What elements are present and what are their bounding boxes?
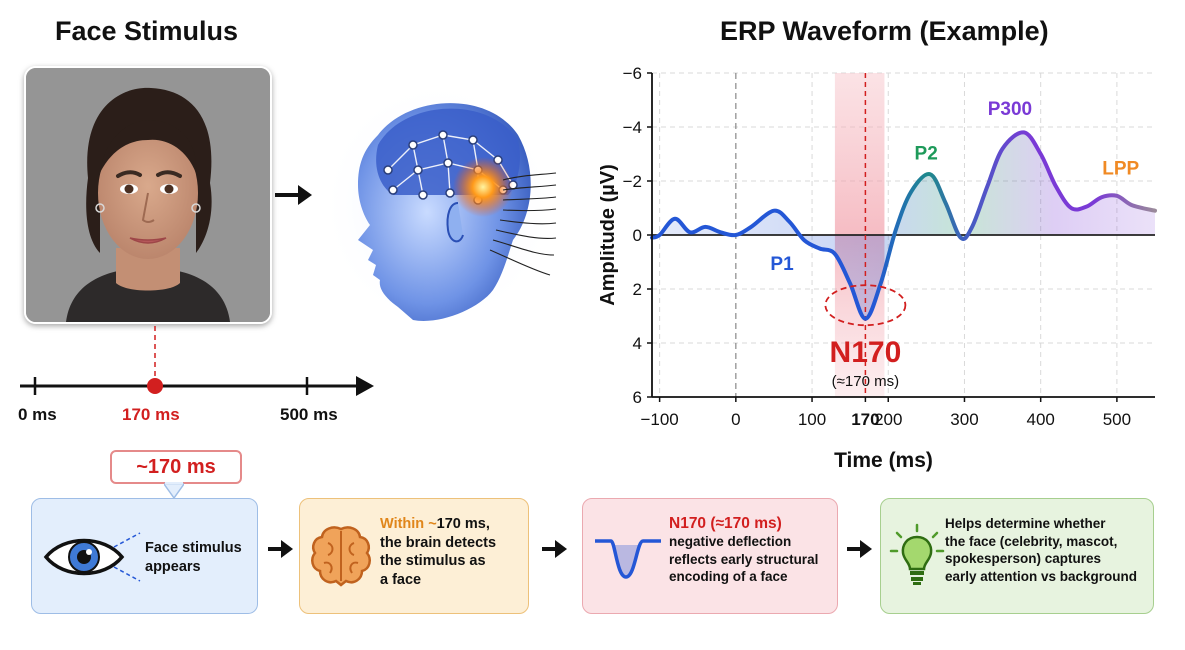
waveform-fill: [652, 132, 1155, 319]
x-tick-label: 0: [731, 410, 740, 429]
step3-heading: N170: [669, 515, 707, 532]
component-sublabel-n170: (≈170 ms): [832, 373, 899, 390]
step4-line2: the face (celebrity, mascot,: [945, 533, 1118, 549]
step3-line2: reflects early structural: [669, 551, 819, 567]
flow-arrow-1-icon: [266, 536, 294, 568]
y-tick-label: 6: [633, 388, 642, 407]
step2-w: W: [380, 516, 394, 532]
component-label-lpp: LPP: [1102, 158, 1139, 179]
step1-line1: Face stimulus: [145, 540, 242, 556]
y-tick-label: −2: [623, 172, 642, 191]
y-tick-label: −6: [623, 64, 642, 83]
waveform-icon: [595, 539, 661, 579]
step4-line1: Helps determine whether: [945, 516, 1106, 531]
x-axis-label: Time (ms): [834, 449, 933, 472]
step2-line3: the stimulus as: [380, 553, 486, 570]
face-illustration: [26, 68, 270, 322]
step3-heading-suffix: (≈170 ms): [710, 515, 782, 532]
timeline-label-170ms: 170 ms: [122, 405, 180, 424]
erp-title: ERP Waveform (Example): [720, 16, 1049, 46]
step3-heading-row: N170 (≈170 ms): [669, 515, 818, 533]
step2-within: ithin ~: [393, 516, 437, 532]
timeline-label-0ms: 0 ms: [18, 405, 57, 424]
y-tick-label: 4: [633, 334, 642, 353]
component-label-p1: P1: [770, 254, 794, 275]
x-tick-label: 400: [1026, 410, 1054, 429]
x-tick-label: 300: [950, 410, 978, 429]
x-tick-label: 170: [851, 410, 879, 429]
x-tick-label: 200: [874, 410, 902, 429]
step-face-appears: Face stimulus appears: [31, 498, 258, 614]
step3-line3: encoding of a face: [669, 569, 788, 585]
step3-line1: negative deflection: [669, 534, 792, 549]
step2-line2: the brain detects: [380, 534, 497, 551]
step2-line4: a face: [380, 571, 422, 588]
badge-pointer: [164, 482, 184, 500]
y-tick-label: −4: [623, 118, 642, 137]
latency-badge: ~170 ms: [110, 450, 242, 484]
step-brain-detects: Within ~170 ms, the brain detects the st…: [299, 498, 529, 614]
y-tick-label: 0: [633, 226, 642, 245]
waveform-line: [650, 130, 1157, 321]
step1-line2: appears: [145, 558, 201, 575]
face-stimulus-title: Face Stimulus: [55, 16, 239, 46]
face-photo: [24, 66, 272, 324]
step-attention: Helps determine whether the face (celebr…: [880, 498, 1154, 614]
component-label-n170: N170: [830, 336, 902, 369]
step2-170ms: 170 ms,: [436, 516, 490, 532]
timeline-label-500ms: 500 ms: [280, 405, 338, 424]
flow-arrow-2-icon: [540, 536, 568, 568]
y-axis-label: Amplitude (µV): [600, 164, 619, 306]
x-tick-label: −100: [640, 410, 678, 429]
lightbulb-icon: [889, 523, 945, 585]
step2-line1: Within ~170 ms,: [380, 515, 496, 534]
eye-icon: [43, 532, 141, 582]
arrow-right-icon: [275, 185, 312, 205]
component-label-p2: P2: [915, 143, 938, 164]
n170-circle: [824, 284, 907, 327]
eeg-head-illustration: [320, 80, 557, 330]
step4-line3: spokesperson) captures: [945, 551, 1102, 567]
flow-arrow-3-icon: [845, 536, 873, 568]
y-tick-label: 2: [633, 280, 642, 299]
component-label-p300: P300: [988, 99, 1032, 120]
brain-icon: [311, 526, 371, 587]
x-tick-label: 500: [1103, 410, 1131, 429]
x-tick-label: 100: [798, 410, 826, 429]
stimulus-timeline: [20, 326, 374, 396]
step-n170: N170 (≈170 ms) negative deflection refle…: [582, 498, 838, 614]
step4-line4: early attention vs background: [945, 568, 1138, 584]
